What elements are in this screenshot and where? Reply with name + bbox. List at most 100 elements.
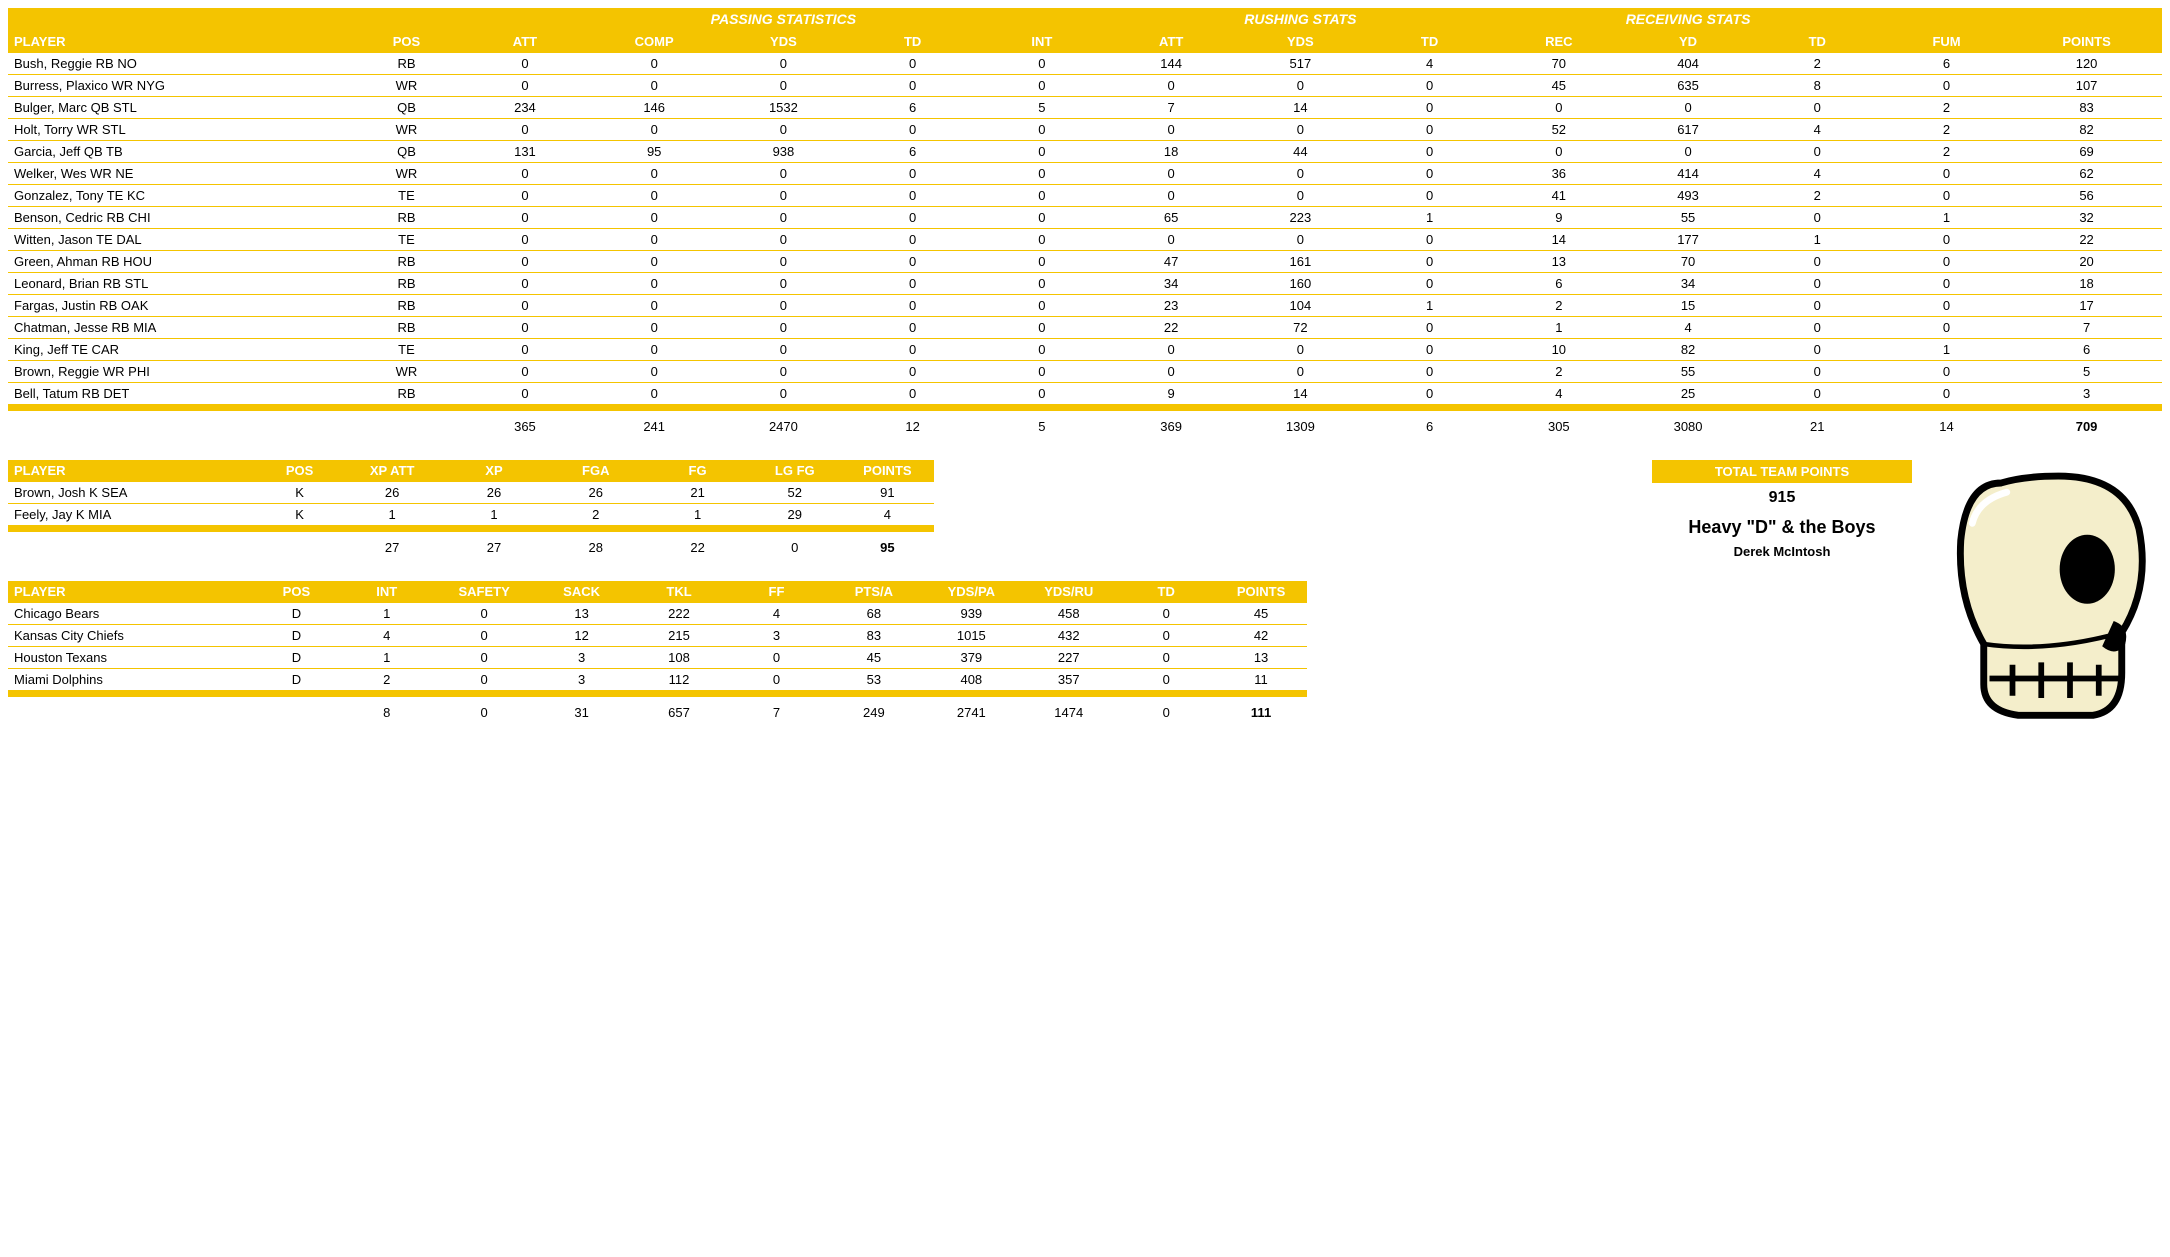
stat-cell: 45 bbox=[825, 647, 922, 669]
stat-cell: 0 bbox=[977, 229, 1106, 251]
stat-cell: 3 bbox=[533, 669, 630, 691]
stat-cell: 357 bbox=[1020, 669, 1117, 691]
stat-cell: 95 bbox=[590, 141, 719, 163]
stat-cell: 2 bbox=[1753, 53, 1882, 75]
stat-cell: 0 bbox=[719, 251, 848, 273]
player-cell: Benson, Cedric RB CHI bbox=[8, 207, 353, 229]
stat-cell: 25 bbox=[1623, 383, 1752, 405]
stat-cell: 6 bbox=[1882, 53, 2011, 75]
stat-cell: 0 bbox=[1882, 383, 2011, 405]
player-cell: Gonzalez, Tony TE KC bbox=[8, 185, 353, 207]
stat-cell: 0 bbox=[590, 163, 719, 185]
stat-cell: 0 bbox=[977, 207, 1106, 229]
stat-cell: 0 bbox=[1753, 207, 1882, 229]
table-row: Welker, Wes WR NEWR00000000364144062 bbox=[8, 163, 2162, 185]
stat-cell: 42 bbox=[1215, 625, 1307, 647]
table-row: Leonard, Brian RB STLRB00000341600634001… bbox=[8, 273, 2162, 295]
stat-cell: 1532 bbox=[719, 97, 848, 119]
stat-cell: 0 bbox=[719, 295, 848, 317]
stat-cell: 0 bbox=[1365, 75, 1494, 97]
stat-cell: 14 bbox=[1236, 97, 1365, 119]
stat-cell: WR bbox=[353, 163, 461, 185]
stat-cell: 1 bbox=[1882, 207, 2011, 229]
stat-cell: 0 bbox=[435, 669, 532, 691]
table-row: Feely, Jay K MIAK1121294 bbox=[8, 504, 934, 526]
stat-cell: 0 bbox=[1236, 75, 1365, 97]
stat-cell: 0 bbox=[1882, 273, 2011, 295]
offense-section: PASSING STATISTICS RUSHING STATS RECEIVI… bbox=[8, 8, 2162, 442]
stat-cell: 0 bbox=[1117, 603, 1214, 625]
stat-cell: 107 bbox=[2011, 75, 2162, 97]
stat-cell: 70 bbox=[1623, 251, 1752, 273]
stat-cell: 0 bbox=[1882, 75, 2011, 97]
total-cell: 21 bbox=[1753, 411, 1882, 442]
stat-cell: 0 bbox=[590, 119, 719, 141]
POINTS-header: POINTS bbox=[1215, 581, 1307, 603]
stat-cell: 9 bbox=[1107, 383, 1236, 405]
stat-cell: 0 bbox=[848, 295, 977, 317]
stat-cell: 32 bbox=[2011, 207, 2162, 229]
stat-cell: 14 bbox=[1236, 383, 1365, 405]
player-cell: Bell, Tatum RB DET bbox=[8, 383, 353, 405]
stat-cell: 8 bbox=[1753, 75, 1882, 97]
stat-cell: 0 bbox=[977, 273, 1106, 295]
stat-cell: 0 bbox=[460, 185, 589, 207]
stat-cell: 1 bbox=[443, 504, 545, 526]
total-cell bbox=[353, 411, 461, 442]
total-cell: 365 bbox=[460, 411, 589, 442]
table-row: Green, Ahman RB HOURB0000047161013700020 bbox=[8, 251, 2162, 273]
team-total-header: TOTAL TEAM POINTS bbox=[1652, 460, 1912, 483]
stat-cell: 0 bbox=[590, 383, 719, 405]
stat-cell: 177 bbox=[1623, 229, 1752, 251]
stat-cell: 0 bbox=[977, 53, 1106, 75]
stat-cell: 144 bbox=[1107, 53, 1236, 75]
stat-cell: WR bbox=[353, 361, 461, 383]
stat-cell: 0 bbox=[728, 669, 825, 691]
stat-cell: 0 bbox=[460, 273, 589, 295]
stat-cell: 120 bbox=[2011, 53, 2162, 75]
SACK-header: SACK bbox=[533, 581, 630, 603]
receiving-group-header: RECEIVING STATS bbox=[1494, 8, 1882, 31]
total-cell: 22 bbox=[647, 532, 749, 563]
table-row: Benson, Cedric RB CHIRB00000652231955013… bbox=[8, 207, 2162, 229]
table-row: Fargas, Justin RB OAKRB00000231041215001… bbox=[8, 295, 2162, 317]
stat-cell: 0 bbox=[719, 75, 848, 97]
stat-cell: 0 bbox=[977, 185, 1106, 207]
totals-row: 27272822095 bbox=[8, 532, 934, 563]
stat-cell: 26 bbox=[545, 482, 647, 504]
stat-cell: 104 bbox=[1236, 295, 1365, 317]
INT-header: INT bbox=[338, 581, 435, 603]
stat-cell: 4 bbox=[1365, 53, 1494, 75]
stat-cell: 0 bbox=[977, 75, 1106, 97]
stat-cell: 112 bbox=[630, 669, 727, 691]
stat-cell: QB bbox=[353, 97, 461, 119]
stat-cell: 4 bbox=[1494, 383, 1623, 405]
TKL-header: TKL bbox=[630, 581, 727, 603]
stat-cell: 0 bbox=[435, 647, 532, 669]
offense-group-row: PASSING STATISTICS RUSHING STATS RECEIVI… bbox=[8, 8, 2162, 31]
stat-cell: 4 bbox=[841, 504, 934, 526]
stat-cell: 14 bbox=[1494, 229, 1623, 251]
totals-row: 80316577249274114740111 bbox=[8, 697, 1307, 728]
stat-cell: 52 bbox=[748, 482, 841, 504]
stat-cell: 0 bbox=[1753, 339, 1882, 361]
defense-section: PLAYERPOSINTSAFETYSACKTKLFFPTS/AYDS/PAYD… bbox=[8, 581, 1307, 728]
stat-cell: 458 bbox=[1020, 603, 1117, 625]
stat-cell: 517 bbox=[1236, 53, 1365, 75]
stat-cell: D bbox=[255, 603, 338, 625]
stat-cell: 0 bbox=[1365, 339, 1494, 361]
total-cell: 31 bbox=[533, 697, 630, 728]
stat-cell: K bbox=[258, 482, 341, 504]
ATT-header: ATT bbox=[1107, 31, 1236, 53]
stat-cell: 0 bbox=[1107, 229, 1236, 251]
stat-cell: 0 bbox=[719, 361, 848, 383]
stat-cell: 0 bbox=[460, 207, 589, 229]
stat-cell: 56 bbox=[2011, 185, 2162, 207]
stat-cell: 0 bbox=[1365, 163, 1494, 185]
stat-cell: 0 bbox=[848, 207, 977, 229]
stat-cell: 0 bbox=[719, 53, 848, 75]
stat-cell: RB bbox=[353, 207, 461, 229]
player-cell: Brown, Josh K SEA bbox=[8, 482, 258, 504]
total-cell: 0 bbox=[1117, 697, 1214, 728]
player-cell: Garcia, Jeff QB TB bbox=[8, 141, 353, 163]
